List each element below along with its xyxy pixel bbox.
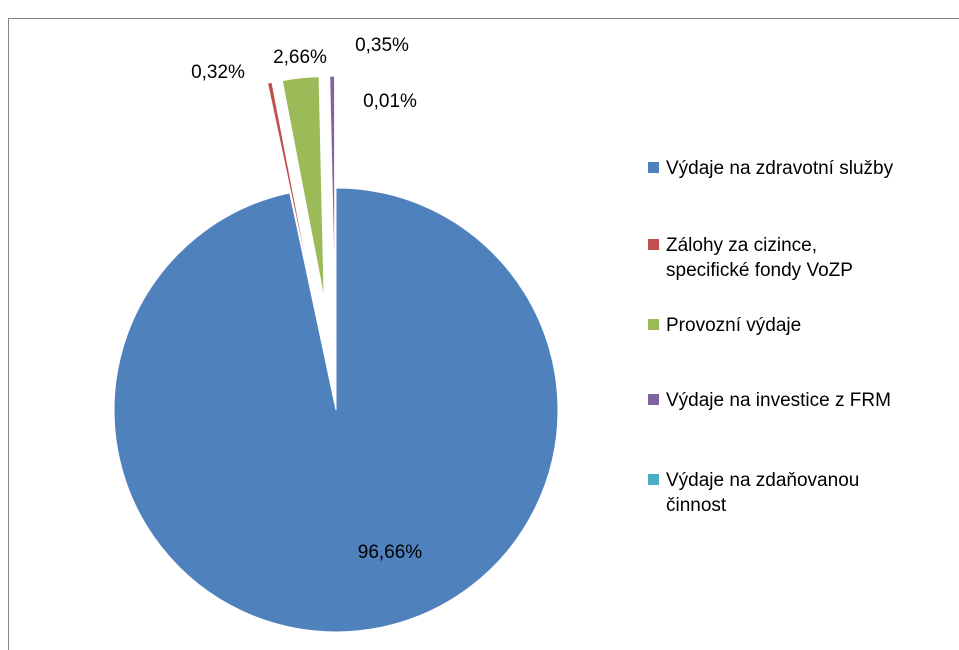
data-label: 0,01% — [363, 91, 417, 112]
data-label: 96,66% — [358, 542, 423, 563]
legend-label: Provozní výdaje — [666, 315, 802, 336]
chart-frame — [8, 18, 959, 650]
pie-slice — [281, 76, 325, 299]
data-label: 2,66% — [273, 47, 327, 68]
data-label: 0,35% — [355, 35, 409, 56]
data-label: 0,32% — [191, 62, 245, 83]
legend-label: Výdaje na investice z FRM — [666, 390, 891, 411]
legend-item: Výdaje na investice z FRM — [648, 388, 891, 413]
legend-label: Výdaje na zdaňovanou činnost — [666, 470, 860, 516]
legend-swatch — [648, 394, 659, 405]
legend-swatch — [648, 239, 659, 250]
pie-slice — [329, 75, 336, 299]
legend-item: Výdaje na zdravotní služby — [648, 156, 893, 181]
legend-swatch — [648, 319, 659, 330]
legend-item: Provozní výdaje — [648, 313, 801, 338]
legend-item: Zálohy za cizince, specifické fondy VoZP — [648, 233, 853, 283]
legend-label: Zálohy za cizince, specifické fondy VoZP — [666, 235, 853, 281]
pie-slice — [113, 187, 559, 633]
legend-label: Výdaje na zdravotní služby — [666, 158, 894, 179]
pie-slice — [266, 81, 315, 301]
legend-swatch — [648, 474, 659, 485]
legend-item: Výdaje na zdaňovanou činnost — [648, 468, 859, 518]
legend-swatch — [648, 162, 659, 173]
